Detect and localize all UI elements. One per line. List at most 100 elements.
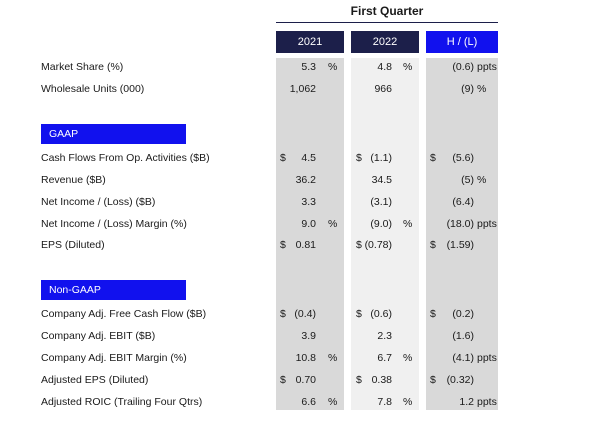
currency-symbol: $ xyxy=(280,374,286,386)
value-unit: ppts xyxy=(477,396,497,408)
row-label: EPS (Diluted) xyxy=(41,239,105,251)
group-title-rule xyxy=(276,22,498,23)
value-number: (1.6) xyxy=(452,330,474,342)
value-number: (0.2) xyxy=(452,308,474,320)
value-number: 0.38 xyxy=(371,374,392,386)
column-header-2022: 2022 xyxy=(351,31,419,53)
value-unit: % xyxy=(403,218,413,230)
row-label: Net Income / (Loss) ($B) xyxy=(41,196,156,208)
value-cell: 36.2 xyxy=(280,174,340,188)
value-number: (18.0) xyxy=(446,218,474,230)
value-unit: % xyxy=(403,61,413,73)
value-number: 9.0 xyxy=(301,218,316,230)
value-cell: $0.70 xyxy=(280,374,340,388)
value-cell: (3.1) xyxy=(356,196,416,210)
value-number: (3.1) xyxy=(370,196,392,208)
value-number: (0.78) xyxy=(364,239,392,251)
column-header-2021: 2021 xyxy=(276,31,344,53)
value-cell: 34.5 xyxy=(356,174,416,188)
row-label: Cash Flows From Op. Activities ($B) xyxy=(41,152,210,164)
row-label: Company Adj. EBIT ($B) xyxy=(41,330,156,342)
value-number: 6.7 xyxy=(377,352,392,364)
value-cell: 1,062 xyxy=(280,83,340,97)
row-label: Adjusted ROIC (Trailing Four Qtrs) xyxy=(41,396,203,408)
value-number: 1,062 xyxy=(289,83,316,95)
value-number: 10.8 xyxy=(295,352,316,364)
value-unit: % xyxy=(328,61,338,73)
value-number: 5.3 xyxy=(301,61,316,73)
value-cell: 3.3 xyxy=(280,196,340,210)
value-number: 4.5 xyxy=(301,152,316,164)
value-cell: (9.0)% xyxy=(356,218,416,232)
value-cell: (6.4) xyxy=(430,196,500,210)
row-label: Market Share (%) xyxy=(41,61,124,73)
value-cell: 2.3 xyxy=(356,330,416,344)
value-number: 2.3 xyxy=(377,330,392,342)
value-cell: $0.38 xyxy=(356,374,416,388)
group-title: First Quarter xyxy=(350,4,424,18)
currency-symbol: $ xyxy=(356,239,362,251)
column-bg-2022 xyxy=(351,58,419,410)
row-label: Company Adj. Free Cash Flow ($B) xyxy=(41,308,207,320)
value-cell: $ (0.4) xyxy=(280,308,340,322)
column-bg-hl xyxy=(426,58,498,410)
value-number: 36.2 xyxy=(295,174,316,186)
value-unit: ppts xyxy=(477,218,497,230)
value-number: (1.1) xyxy=(370,152,392,164)
currency-symbol: $ xyxy=(280,152,286,164)
currency-symbol: $ xyxy=(356,152,362,164)
currency-symbol: $ xyxy=(430,239,436,251)
value-number: (9.0) xyxy=(370,218,392,230)
currency-symbol: $ xyxy=(430,374,436,386)
value-number: (5) xyxy=(461,174,474,186)
value-number: (6.4) xyxy=(452,196,474,208)
value-unit: % xyxy=(328,218,338,230)
value-cell: (1.6) xyxy=(430,330,500,344)
value-number: (1.59) xyxy=(446,239,474,251)
value-cell: 9.0% xyxy=(280,218,340,232)
value-cell: 4.8% xyxy=(356,61,416,75)
value-cell: (4.1) ppts xyxy=(430,352,500,366)
value-number: 6.6 xyxy=(301,396,316,408)
row-label: Net Income / (Loss) Margin (%) xyxy=(41,218,187,230)
currency-symbol: $ xyxy=(280,308,286,320)
value-cell: 10.8% xyxy=(280,352,340,366)
value-cell: $4.5 xyxy=(280,152,340,166)
value-cell: 1.2 ppts xyxy=(430,396,500,410)
value-unit: ppts xyxy=(477,352,497,364)
currency-symbol: $ xyxy=(356,374,362,386)
value-number: 0.81 xyxy=(295,239,316,251)
value-cell: $ (0.78) xyxy=(356,239,416,253)
value-number: 3.3 xyxy=(301,196,316,208)
currency-symbol: $ xyxy=(430,308,436,320)
value-unit: % xyxy=(477,83,487,95)
value-cell: $ (1.59) xyxy=(430,239,500,253)
currency-symbol: $ xyxy=(356,308,362,320)
value-number: (0.6) xyxy=(370,308,392,320)
value-unit: % xyxy=(328,352,338,364)
value-cell: 5.3% xyxy=(280,61,340,75)
value-cell: 6.6% xyxy=(280,396,340,410)
value-number: 1.2 xyxy=(459,396,474,408)
row-label: Adjusted EPS (Diluted) xyxy=(41,374,149,386)
value-number: (0.4) xyxy=(294,308,316,320)
value-cell: $0.81 xyxy=(280,239,340,253)
value-cell: 6.7% xyxy=(356,352,416,366)
value-unit: % xyxy=(403,352,413,364)
value-cell: (9)% xyxy=(430,83,500,97)
row-label: Wholesale Units (000) xyxy=(41,83,145,95)
value-number: (0.6) xyxy=(452,61,474,73)
row-label: Company Adj. EBIT Margin (%) xyxy=(41,352,187,364)
row-label: Revenue ($B) xyxy=(41,174,106,186)
value-number: (0.32) xyxy=(446,374,474,386)
value-unit: % xyxy=(403,396,413,408)
value-unit: % xyxy=(477,174,487,186)
value-cell: 966 xyxy=(356,83,416,97)
value-unit: ppts xyxy=(477,61,497,73)
value-number: 966 xyxy=(374,83,392,95)
value-number: 0.70 xyxy=(295,374,316,386)
column-header-hl: H / (L) xyxy=(426,31,498,53)
section-header-gaap: GAAP xyxy=(41,124,186,144)
value-number: 34.5 xyxy=(371,174,392,186)
value-cell: $ (0.6) xyxy=(356,308,416,322)
